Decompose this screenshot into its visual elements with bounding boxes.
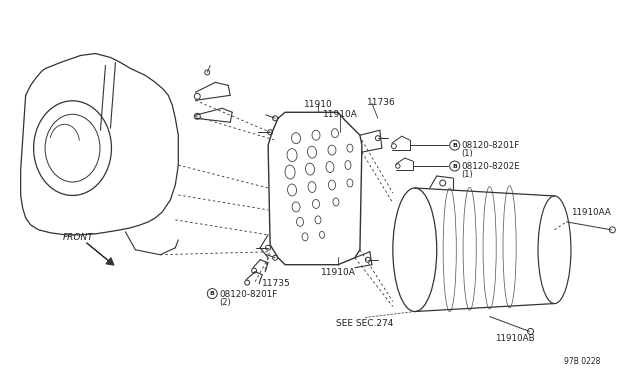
Text: B: B [452,142,457,148]
Text: (1): (1) [461,170,474,179]
Text: (2): (2) [220,298,231,307]
Text: 11910AA: 11910AA [572,208,611,217]
Text: SEE SEC.274: SEE SEC.274 [336,320,394,328]
Text: 97B 0228: 97B 0228 [564,357,601,366]
Text: 08120-8201F: 08120-8201F [461,141,520,150]
Text: (1): (1) [461,149,474,158]
Text: 11736: 11736 [367,98,396,108]
Text: B: B [210,291,214,296]
Text: 11910A: 11910A [323,110,357,119]
FancyArrow shape [86,243,114,265]
Text: 11735: 11735 [262,279,291,288]
Text: FRONT: FRONT [63,233,93,242]
Text: 11910AB: 11910AB [495,334,534,343]
Text: 11910: 11910 [303,100,332,109]
Text: 11910A: 11910A [321,268,355,277]
Text: 08120-8201F: 08120-8201F [220,290,278,299]
Text: B: B [452,164,457,169]
Text: 08120-8202E: 08120-8202E [461,161,520,171]
